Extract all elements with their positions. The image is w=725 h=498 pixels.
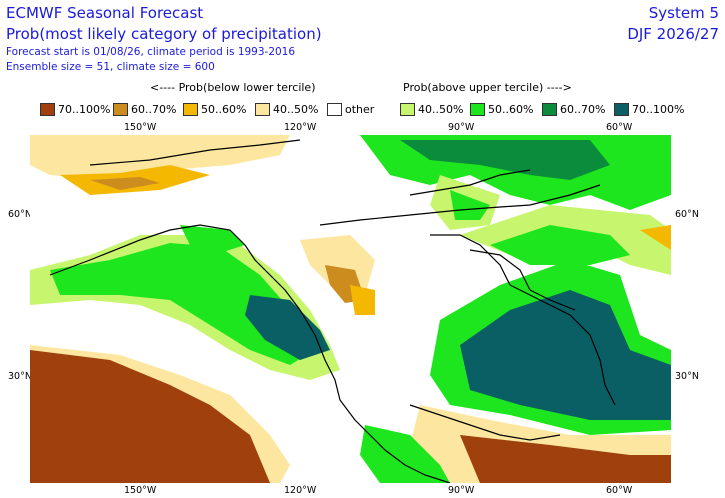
lat-label-right: 60°N xyxy=(675,209,699,220)
legend-swatch xyxy=(542,103,557,116)
legend-swatch xyxy=(183,103,198,116)
ensemble-info: Ensemble size = 51, climate size = 600 xyxy=(6,61,215,73)
legend-swatch xyxy=(255,103,270,116)
legend-swatch xyxy=(400,103,415,116)
legend-swatch xyxy=(40,103,55,116)
lon-label-top: 90°W xyxy=(448,122,475,133)
legend-label: 70..100% xyxy=(58,103,111,116)
lon-label-top: 120°W xyxy=(284,122,317,133)
precipitation-map xyxy=(30,135,671,483)
legend-swatch xyxy=(113,103,128,116)
legend-label: 50..60% xyxy=(201,103,247,116)
legend-label: 40..50% xyxy=(418,103,464,116)
legend-swatch xyxy=(327,103,342,116)
legend-label: 50..60% xyxy=(488,103,534,116)
legend-label: 60..70% xyxy=(131,103,177,116)
lat-label-left: 60°N xyxy=(8,209,32,220)
lon-label-bottom: 60°W xyxy=(606,485,633,496)
lon-label-bottom: 90°W xyxy=(448,485,475,496)
legend-label: 60..70% xyxy=(560,103,606,116)
page-subtitle: Prob(most likely category of precipitati… xyxy=(6,25,322,43)
legend-swatch xyxy=(470,103,485,116)
lat-label-left: 30°N xyxy=(8,371,32,382)
system-label: System 5 xyxy=(648,4,719,22)
legend-label: 70..100% xyxy=(632,103,685,116)
legend-below-header: <---- Prob(below lower tercile) xyxy=(150,81,316,94)
lat-label-right: 30°N xyxy=(675,371,699,382)
page-title: ECMWF Seasonal Forecast xyxy=(6,4,204,22)
legend-above-header: Prob(above upper tercile) ----> xyxy=(403,81,572,94)
legend-label: other xyxy=(345,103,375,116)
forecast-info: Forecast start is 01/08/26, climate peri… xyxy=(6,46,296,58)
season-label: DJF 2026/27 xyxy=(627,25,719,43)
legend-label: 40..50% xyxy=(273,103,319,116)
lon-label-bottom: 120°W xyxy=(284,485,317,496)
lon-label-bottom: 150°W xyxy=(124,485,157,496)
lon-label-top: 60°W xyxy=(606,122,633,133)
lon-label-top: 150°W xyxy=(124,122,157,133)
legend-swatch xyxy=(614,103,629,116)
